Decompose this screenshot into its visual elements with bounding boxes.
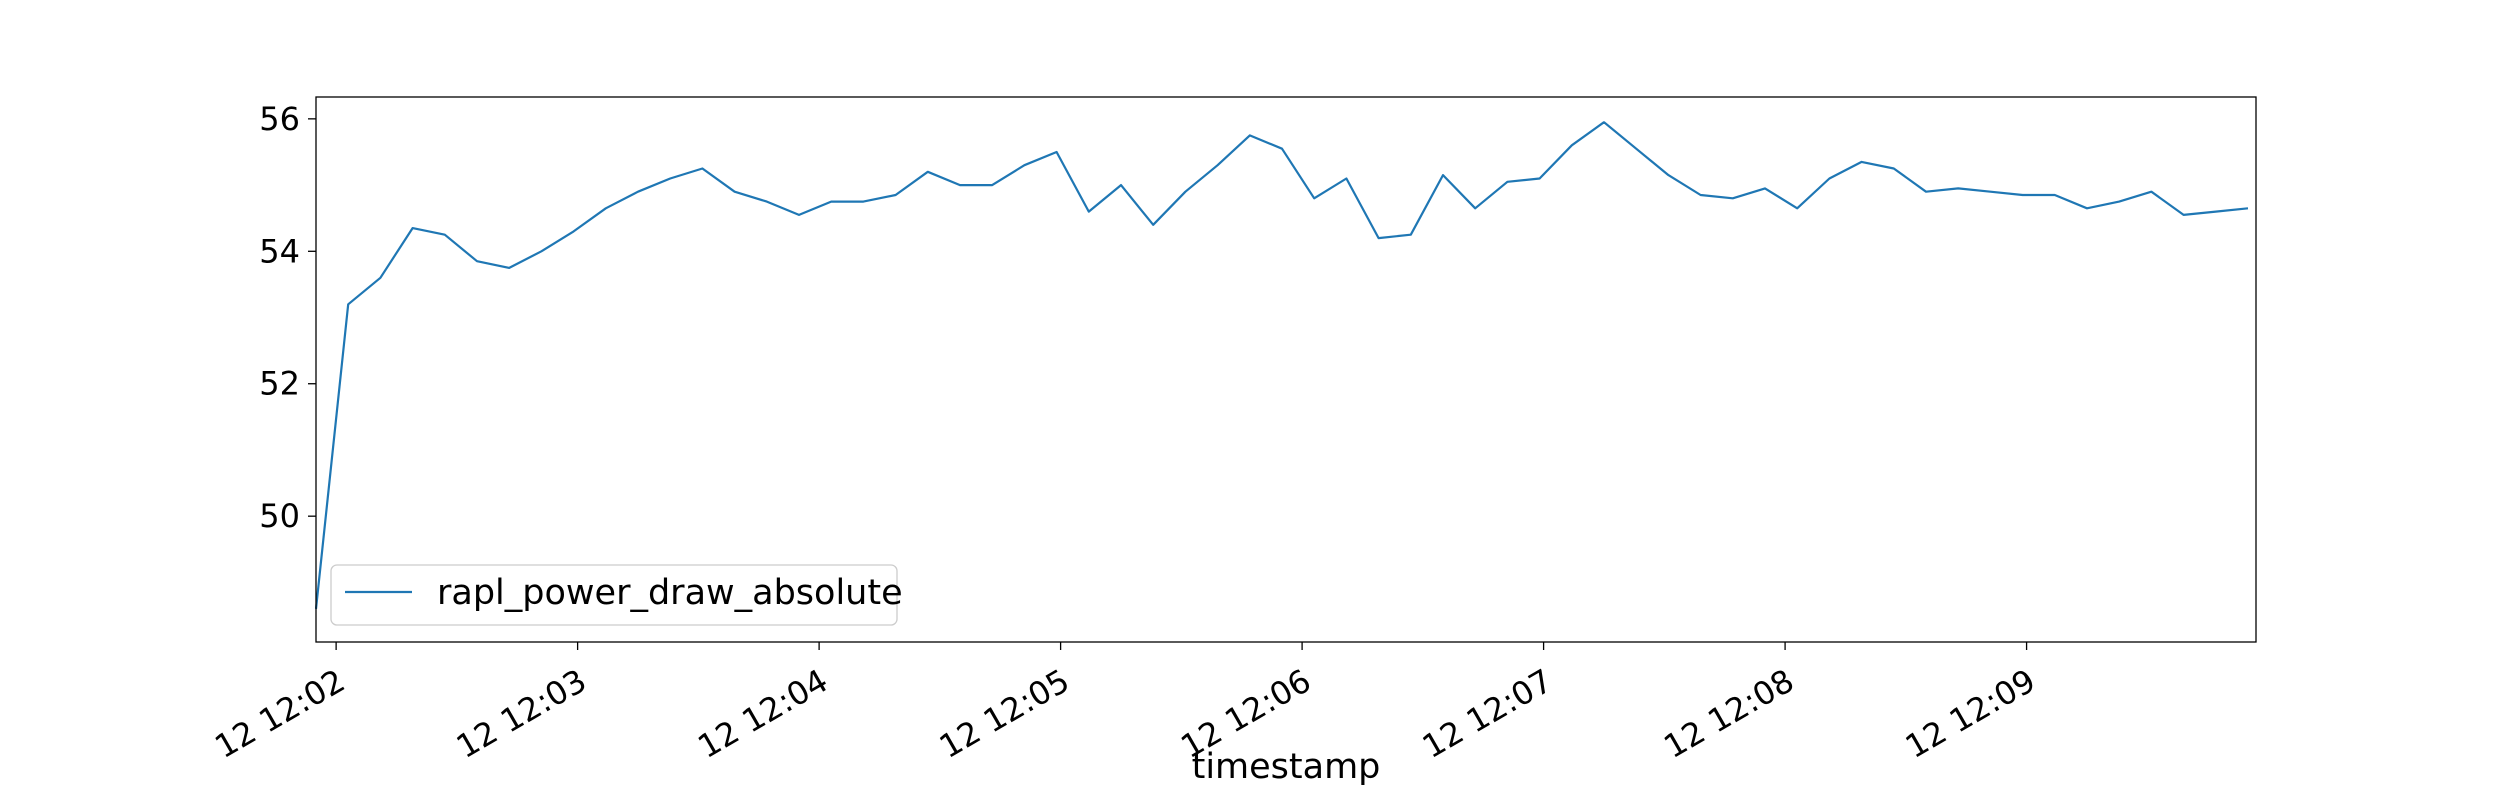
y-axis: 50 52 54 56 bbox=[259, 100, 316, 535]
y-tick-label: 56 bbox=[259, 100, 300, 138]
x-tick-label: 12 12:02 bbox=[208, 661, 351, 765]
plot-frame bbox=[315, 96, 2257, 643]
y-tick-label: 52 bbox=[259, 365, 300, 403]
x-tick-label: 12 12:03 bbox=[450, 661, 593, 765]
plot-background bbox=[316, 97, 2256, 642]
y-tick-label: 54 bbox=[259, 232, 300, 270]
x-tick-label: 12 12:04 bbox=[691, 661, 834, 765]
x-axis-title: timestamp bbox=[1192, 747, 1381, 787]
series-layer bbox=[316, 122, 2248, 609]
y-tick-label: 50 bbox=[259, 497, 300, 535]
legend: rapl_power_draw_absolute bbox=[330, 564, 903, 626]
x-tick-label: 12 12:05 bbox=[933, 661, 1076, 765]
legend-box bbox=[330, 564, 898, 626]
x-tick-label: 12 12:08 bbox=[1657, 661, 1800, 765]
legend-label: rapl_power_draw_absolute bbox=[437, 573, 903, 613]
series-line bbox=[316, 122, 2248, 609]
x-tick-label: 12 12:09 bbox=[1899, 661, 2042, 765]
x-axis: 12 12:02 12 12:03 12 12:04 12 12:05 12 12:06… bbox=[208, 642, 2042, 766]
x-tick-label: 12 12:07 bbox=[1416, 661, 1559, 765]
